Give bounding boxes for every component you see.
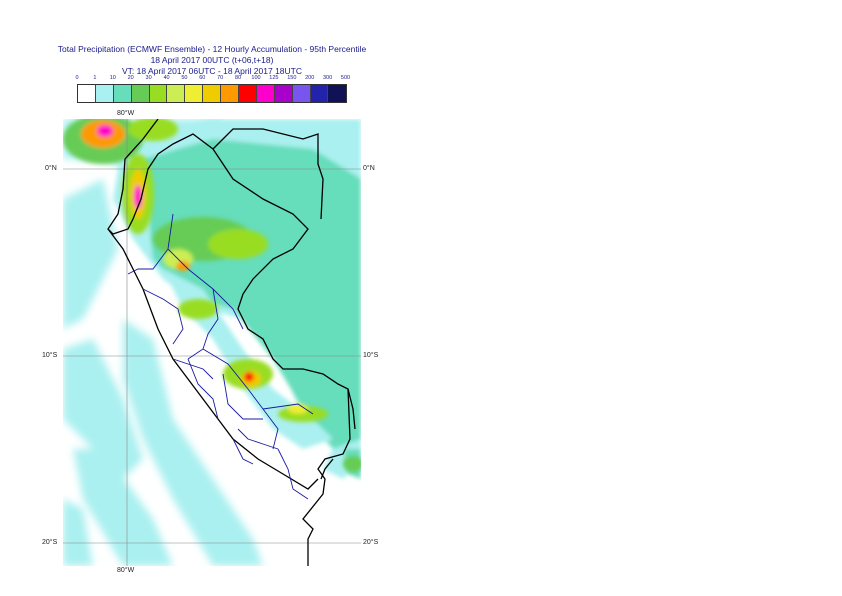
colorbar-tick-label: 40 (163, 75, 170, 81)
colorbar-tick-label: 125 (269, 75, 279, 81)
colorbar-swatch (256, 85, 275, 102)
map-title: Total Precipitation (ECMWF Ensemble) - 1… (57, 44, 367, 54)
colorbar-tick-label: 80 (235, 75, 242, 81)
colorbar-tick-label: 70 (217, 75, 224, 81)
colorbar-tick-label: 60 (199, 75, 206, 81)
lon-label-top: 80°W (117, 110, 135, 117)
colorbar-labels: 0 1 10 20 30 40 50 60 70 80 100 125 150 200 300 500 (75, 75, 350, 84)
colorbar-swatch (113, 85, 132, 102)
lat-label-20-right: 20°S (363, 539, 379, 546)
colorbar-swatch (95, 85, 114, 102)
colorbar-tick-label: 0 (75, 75, 79, 81)
lat-label-10-right: 10°S (363, 352, 379, 359)
colorbar-tick-label: 500 (340, 75, 351, 81)
colorbar-swatch (274, 85, 293, 102)
colorbar-tick-label: 1 (93, 75, 97, 81)
colorbar-tick-label: 300 (323, 75, 333, 81)
colorbar-swatch (167, 85, 186, 102)
colorbar-tick-label: 150 (287, 75, 297, 81)
country-borders (107, 119, 356, 566)
colorbar-swatch (328, 85, 347, 102)
precipitation-map (63, 119, 361, 566)
lon-label-bottom: 80°W (117, 567, 135, 574)
admin-borders (127, 213, 314, 500)
colorbar-tick-label: 20 (127, 75, 134, 81)
lat-label-10-left: 10°S (42, 352, 58, 359)
lat-label-0-right: 0°N (363, 165, 375, 172)
colorbar-swatch (131, 85, 150, 102)
colorbar-tick-label: 100 (251, 75, 261, 81)
colorbar (77, 84, 348, 103)
colorbar-swatch (221, 85, 240, 102)
graticule (63, 119, 361, 566)
colorbar-swatch (310, 85, 329, 102)
colorbar-swatch (203, 85, 222, 102)
run-time: 18 April 2017 00UTC (t+06,t+18) (150, 55, 274, 65)
colorbar-tick-label: 50 (181, 75, 188, 81)
lat-label-20-left: 20°S (42, 539, 58, 546)
colorbar-swatch (292, 85, 311, 102)
colorbar-tick-label: 200 (305, 75, 315, 81)
colorbar-swatch (149, 85, 168, 102)
colorbar-swatch (239, 85, 257, 102)
colorbar-swatch (78, 85, 96, 102)
valid-time: VT: 18 April 2017 06UTC - 18 April 2017 … (121, 66, 302, 76)
colorbar-tick-label: 10 (109, 75, 116, 81)
rain-cores (63, 119, 361, 472)
colorbar-swatch (185, 85, 204, 102)
lat-label-0-left: 0°N (45, 165, 57, 172)
colorbar-tick-label: 30 (145, 75, 152, 81)
